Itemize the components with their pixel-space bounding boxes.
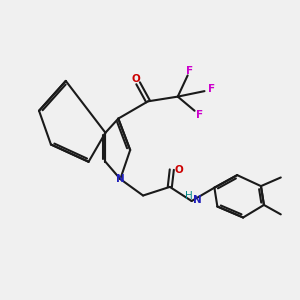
- Text: O: O: [174, 165, 183, 175]
- Text: F: F: [186, 66, 194, 76]
- Text: O: O: [131, 74, 140, 84]
- Text: N: N: [193, 195, 202, 205]
- Text: N: N: [116, 174, 125, 184]
- Text: F: F: [196, 110, 203, 120]
- Text: H: H: [185, 191, 193, 202]
- Text: F: F: [208, 84, 215, 94]
